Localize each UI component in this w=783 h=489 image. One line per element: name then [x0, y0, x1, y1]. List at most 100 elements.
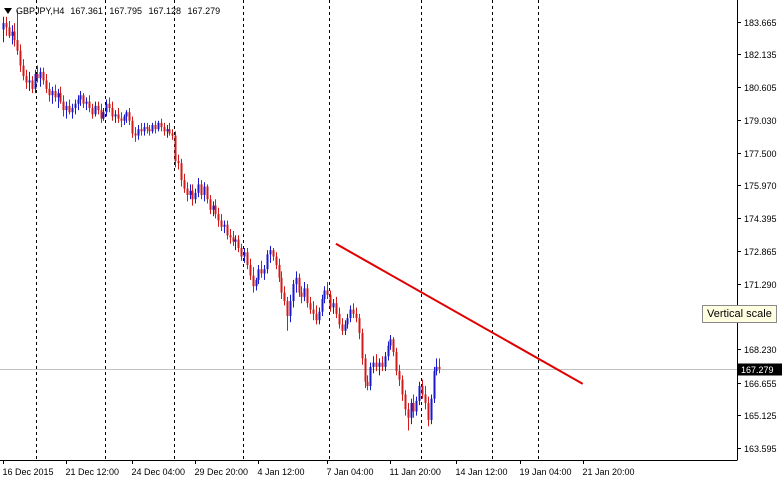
candle[interactable] [134, 127, 137, 142]
candle[interactable] [372, 356, 375, 374]
candle[interactable] [289, 294, 292, 323]
candle[interactable] [303, 281, 306, 302]
candle[interactable] [91, 103, 94, 119]
candle[interactable] [206, 184, 209, 204]
candle[interactable] [355, 307, 358, 323]
candle[interactable] [349, 305, 352, 323]
candle[interactable] [298, 273, 301, 297]
candle[interactable] [266, 250, 269, 274]
candle[interactable] [59, 86, 62, 104]
candle[interactable] [415, 396, 418, 416]
candle[interactable] [137, 124, 140, 140]
candle[interactable] [123, 114, 126, 125]
candle[interactable] [392, 337, 395, 357]
candle[interactable] [369, 362, 372, 391]
candle[interactable] [54, 84, 57, 102]
candle[interactable] [168, 122, 171, 136]
candle[interactable] [433, 366, 436, 403]
candle[interactable] [326, 281, 329, 299]
candle[interactable] [114, 110, 117, 123]
candle[interactable] [286, 296, 289, 331]
candle[interactable] [31, 76, 34, 94]
candle[interactable] [160, 118, 163, 132]
candle[interactable] [252, 267, 255, 293]
candle[interactable] [194, 188, 197, 204]
candle[interactable] [100, 103, 103, 123]
candle[interactable] [171, 129, 174, 140]
candle[interactable] [384, 352, 387, 372]
candle[interactable] [117, 107, 120, 123]
candle[interactable] [217, 207, 220, 227]
candle[interactable] [57, 88, 60, 108]
candle[interactable] [143, 122, 146, 136]
candle[interactable] [82, 93, 85, 108]
candle[interactable] [94, 101, 97, 117]
candle[interactable] [421, 379, 424, 399]
candle[interactable] [283, 286, 286, 306]
candle[interactable] [237, 235, 240, 253]
candle[interactable] [344, 320, 347, 336]
candle[interactable] [389, 335, 392, 350]
candle[interactable] [243, 248, 246, 263]
candle[interactable] [229, 228, 232, 244]
candle[interactable] [200, 180, 203, 200]
candle[interactable] [240, 243, 243, 261]
candle[interactable] [128, 107, 131, 125]
candle[interactable] [120, 112, 123, 128]
candle[interactable] [223, 220, 226, 234]
candle[interactable] [341, 318, 344, 336]
candle[interactable] [197, 178, 200, 198]
candle[interactable] [105, 99, 108, 117]
candle[interactable] [335, 296, 338, 319]
candle[interactable] [269, 245, 272, 263]
candle[interactable] [418, 381, 421, 406]
candle[interactable] [364, 354, 367, 389]
candle[interactable] [189, 184, 192, 200]
candle[interactable] [48, 82, 51, 102]
candle[interactable] [424, 385, 427, 410]
candle[interactable] [375, 354, 378, 372]
candle[interactable] [74, 99, 77, 115]
candle[interactable] [180, 158, 183, 187]
candle[interactable] [412, 394, 415, 418]
candle[interactable] [318, 307, 321, 325]
candle[interactable] [65, 101, 68, 119]
candle[interactable] [352, 303, 355, 319]
candle[interactable] [430, 394, 433, 425]
candle[interactable] [361, 328, 364, 365]
candle[interactable] [260, 260, 263, 278]
candle[interactable] [312, 301, 315, 321]
candle[interactable] [395, 347, 398, 376]
candle[interactable] [25, 69, 28, 89]
candle[interactable] [28, 71, 31, 92]
candle[interactable] [321, 294, 324, 316]
candle[interactable] [88, 95, 91, 113]
candle[interactable] [22, 59, 25, 81]
candle[interactable] [387, 341, 390, 361]
candle[interactable] [220, 214, 223, 232]
candle[interactable] [77, 95, 80, 111]
candle[interactable] [226, 220, 229, 240]
candle[interactable] [338, 307, 341, 329]
candle[interactable] [435, 358, 438, 376]
candle[interactable] [275, 252, 278, 270]
candle[interactable] [71, 103, 74, 119]
candle[interactable] [212, 201, 215, 217]
candle[interactable] [140, 122, 143, 136]
candle[interactable] [272, 248, 275, 261]
chart-menu-triangle-icon[interactable] [4, 8, 12, 14]
candle[interactable] [203, 182, 206, 202]
candle[interactable] [366, 375, 369, 391]
candle[interactable] [2, 16, 5, 43]
candle[interactable] [255, 277, 258, 291]
candle[interactable] [427, 396, 430, 427]
candle[interactable] [358, 313, 361, 340]
candle[interactable] [111, 101, 114, 121]
candle[interactable] [280, 271, 283, 299]
candle[interactable] [36, 65, 39, 83]
candle[interactable] [79, 91, 82, 106]
candle[interactable] [97, 101, 100, 115]
candle[interactable] [295, 271, 298, 293]
candle[interactable] [332, 298, 335, 314]
